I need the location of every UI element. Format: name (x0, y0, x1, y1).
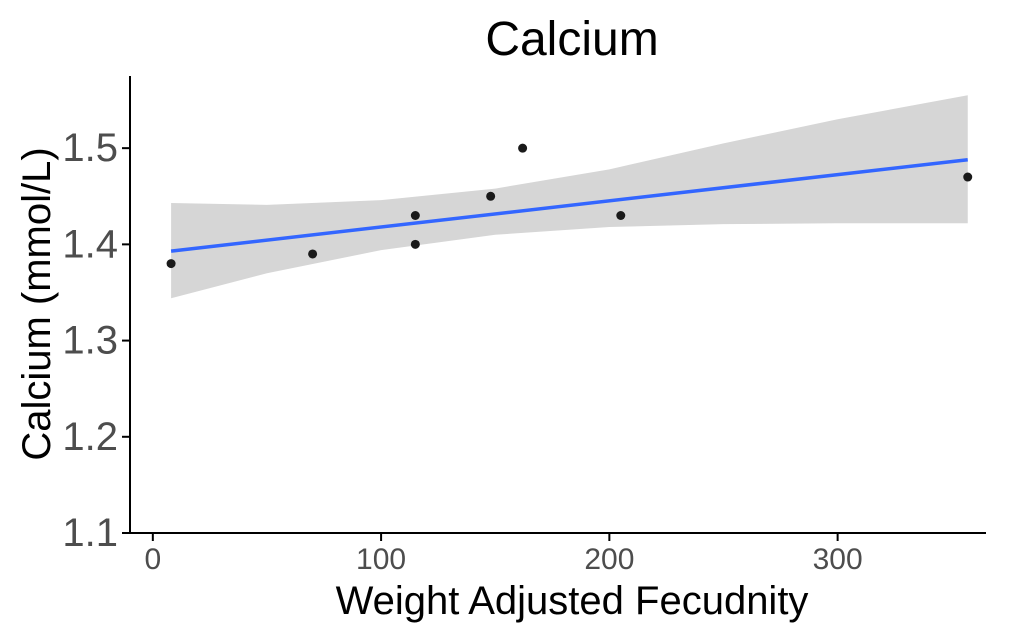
data-point (166, 259, 176, 269)
y-tick-label: 1.3 (62, 319, 118, 363)
y-tick-label: 1.1 (62, 511, 118, 555)
x-tick-label: 100 (356, 543, 406, 576)
confidence-band (171, 95, 968, 299)
y-tick-label: 1.4 (62, 222, 118, 266)
x-tick-label: 0 (144, 543, 161, 576)
y-axis-ticks: 1.1 1.2 1.3 1.4 1.5 (62, 126, 130, 555)
x-tick-label: 300 (813, 543, 863, 576)
y-axis-title: Calcium (mmol/L) (15, 147, 59, 460)
data-point (963, 172, 973, 182)
y-tick-label: 1.2 (62, 415, 118, 459)
trend-line-layer (170, 157, 968, 253)
x-tick-label: 200 (584, 543, 634, 576)
confidence-band-layer (171, 95, 968, 299)
data-point (486, 191, 496, 201)
chart-title: Calcium (485, 13, 658, 66)
x-axis-title: Weight Adjusted Fecudnity (336, 579, 809, 623)
trend-line (170, 157, 968, 253)
data-point (616, 211, 626, 221)
data-point (410, 239, 420, 249)
y-tick-label: 1.5 (62, 126, 118, 170)
data-point (410, 211, 420, 221)
data-point (308, 249, 318, 259)
data-point (518, 143, 528, 153)
points-layer (166, 143, 973, 269)
x-axis-ticks: 0 100 200 300 (144, 533, 863, 576)
